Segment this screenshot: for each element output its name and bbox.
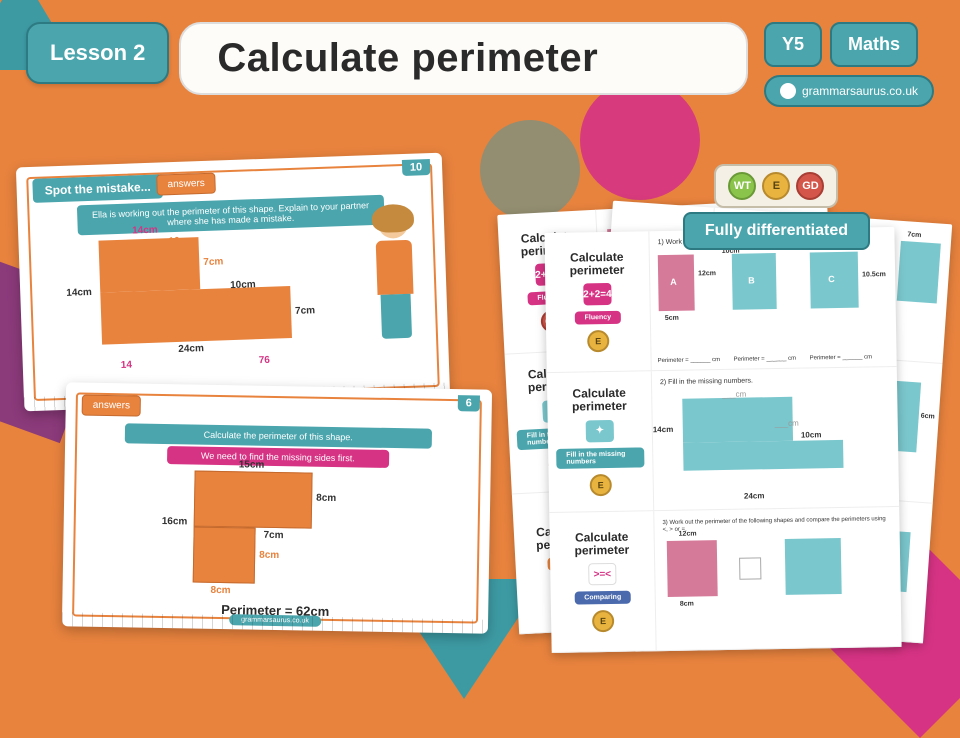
fill-tag: Fill in the missing numbers	[556, 447, 644, 469]
answers-tag: answers	[82, 395, 142, 417]
label-b: B	[748, 275, 755, 285]
dim: 16cm	[162, 516, 188, 527]
header: Lesson 2 Calculate perimeter Y5 Maths gr…	[0, 0, 960, 107]
ws-heading: Calculate perimeter	[558, 530, 646, 558]
hint: We need to find the missing sides first.	[167, 446, 389, 468]
blank: Perimeter = ______ cm	[810, 354, 873, 361]
answers-tag: answers	[156, 173, 216, 196]
ws-heading: Calculate perimeter	[555, 387, 643, 415]
dim: 10cm	[801, 430, 822, 439]
math-icon: 2+2=4	[583, 283, 611, 305]
slide-number: 6	[458, 395, 480, 411]
dim: 14cm	[66, 287, 92, 299]
dim: 12cm	[679, 530, 697, 537]
dim: 10.5cm	[862, 271, 886, 278]
label-a: A	[670, 277, 677, 287]
q2: 2) Fill in the missing numbers.	[660, 377, 753, 386]
dim: 8cm	[680, 601, 694, 608]
site-badge: grammarsaurus.co.uk	[764, 75, 934, 107]
label-c: C	[828, 274, 835, 284]
dim: 8cm	[316, 493, 336, 504]
level-e: E	[762, 172, 790, 200]
dim: 14cm	[132, 225, 158, 237]
dim: 76	[259, 355, 271, 366]
dim: 7cm	[203, 256, 223, 268]
level-e: E	[590, 474, 612, 496]
dim: 14	[121, 360, 133, 371]
level-e: E	[592, 610, 614, 632]
ws-heading: Calculate perimeter	[553, 250, 641, 278]
subject-badge: Maths	[830, 22, 918, 67]
page-title: Calculate perimeter	[179, 22, 748, 95]
dim: 8cm	[259, 550, 279, 561]
site-label: grammarsaurus.co.uk	[802, 84, 918, 98]
level-wt: WT	[728, 172, 756, 200]
fluency-tag: Fluency	[575, 311, 622, 325]
level-gd: GD	[796, 172, 824, 200]
dim: 7cm	[907, 231, 921, 239]
dim: 24cm	[178, 343, 204, 355]
girl-illustration	[366, 207, 425, 359]
worksheet-front: Calculate perimeter 2+2=4 Fluency E 1) W…	[544, 227, 901, 653]
level-badges: WT E GD	[714, 164, 838, 208]
dim: 7cm	[263, 530, 283, 541]
differentiated-banner: WT E GD Fully differentiated	[683, 164, 870, 250]
dim: 12cm	[698, 270, 716, 277]
l-shape-1: 14cm 10cm 7cm 10cm 7cm 14cm 24cm 14 76	[98, 234, 292, 351]
slide-calculate: 6 answers Calculate the perimeter of thi…	[62, 382, 492, 633]
puzzle-icon: ✦	[586, 420, 614, 442]
level-e: E	[587, 330, 609, 352]
dim: 14cm	[653, 425, 674, 434]
dim: 7cm	[295, 305, 315, 317]
dim: 10cm	[168, 235, 194, 247]
lesson-badge: Lesson 2	[26, 22, 169, 84]
slide-title: Spot the mistake...	[32, 174, 163, 203]
comparing-tag: Comparing	[574, 591, 631, 605]
dim: 15cm	[239, 459, 265, 470]
right-badges: Y5 Maths grammarsaurus.co.uk	[764, 22, 934, 107]
slide-spot-mistake: 10 Spot the mistake... answers Ella is w…	[16, 153, 450, 412]
dim: 24cm	[744, 491, 765, 500]
dim: 10cm	[230, 279, 256, 291]
compare-icon: >=<	[588, 563, 616, 585]
differentiated-label: Fully differentiated	[683, 212, 870, 250]
blank: Perimeter = ______ cm	[734, 356, 797, 363]
dim: 8cm	[210, 585, 230, 596]
dim: 5cm	[665, 315, 679, 322]
worksheets-stack: Calculate perimeter 2+2=4 Fluency GD Cal…	[508, 200, 938, 640]
slide-number: 10	[402, 159, 431, 176]
l-shape-2: 15cm 8cm 7cm 8cm 16cm 8cm	[193, 471, 355, 594]
year-badge: Y5	[764, 22, 822, 67]
blank: Perimeter = ______ cm	[658, 357, 721, 364]
dim: 6cm	[921, 413, 935, 421]
